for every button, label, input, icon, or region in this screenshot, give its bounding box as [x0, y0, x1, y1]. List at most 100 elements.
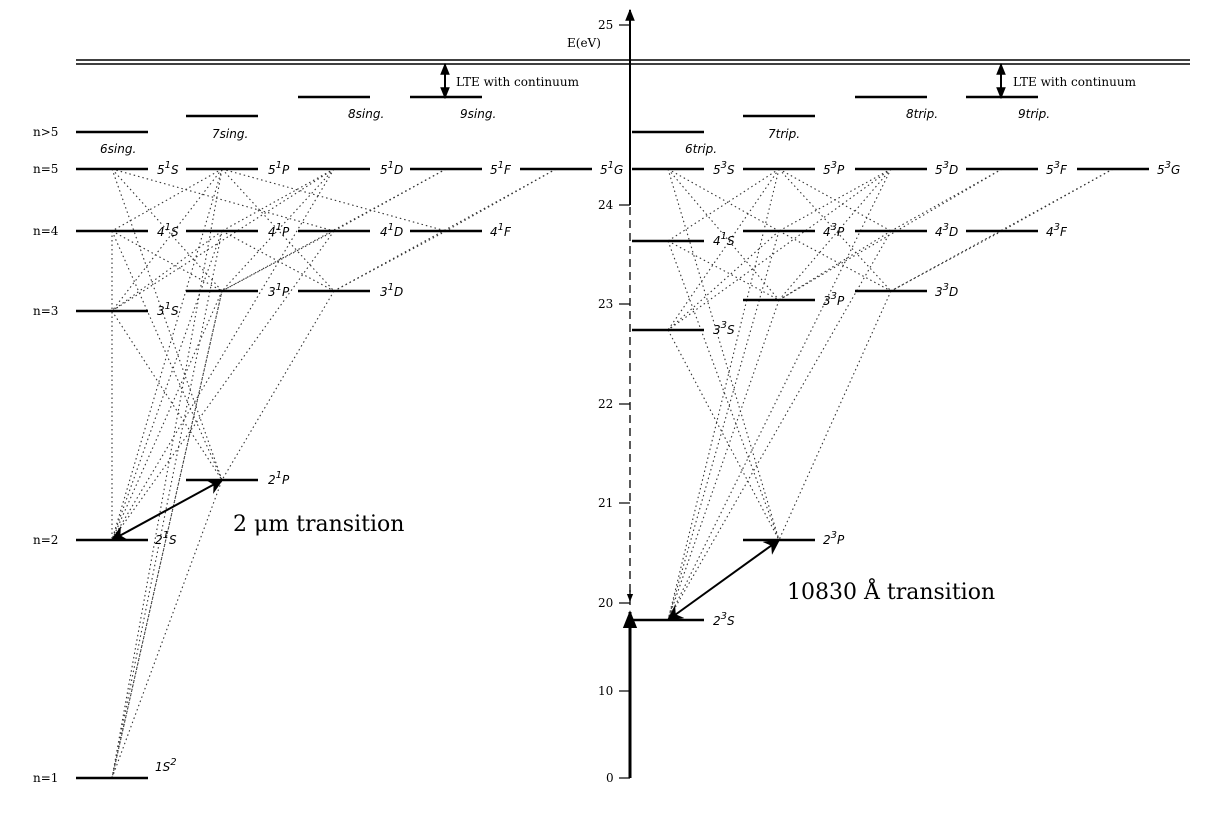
dotted-transition-line	[778, 168, 1003, 301]
lte-label-right: LTE with continuum	[1013, 75, 1137, 89]
dotted-transition-line	[667, 240, 780, 301]
triplet-levels	[632, 95, 1149, 622]
dotted-transition-line	[221, 168, 447, 232]
state-label-5_3D: 53D	[935, 160, 958, 177]
dotted-transition-line	[111, 168, 335, 312]
group-label-8trip: 8trip.	[906, 107, 938, 121]
state-label-2_1P: 21P	[268, 470, 290, 487]
dotted-transition-line	[111, 230, 223, 481]
dotted-transition-line	[778, 168, 892, 232]
dotted-transition-line	[111, 168, 335, 232]
state-label-5_3G: 53G	[1157, 160, 1180, 177]
group-label-6sing: 6sing.	[100, 142, 136, 156]
lte-label-left: LTE with continuum	[456, 75, 580, 89]
dotted-transition-line	[221, 168, 447, 292]
state-label-2_3S: 23S	[713, 611, 735, 628]
state-label-5_1P: 51P	[268, 160, 290, 177]
state-label-2_3P: 23P	[823, 530, 845, 547]
state-label-4_3S: 41S	[713, 231, 735, 248]
state-label-4_3F: 43F	[1046, 222, 1068, 239]
state-label-4_1S: 41S	[157, 222, 179, 239]
state-label-5_1S: 51S	[157, 160, 179, 177]
dotted-transition-line	[221, 290, 335, 481]
state-label-5_1G: 51G	[600, 160, 623, 177]
transition-arrow-singlet	[110, 479, 224, 541]
dotted-transition-line	[667, 168, 892, 621]
dotted-transition-line	[111, 230, 223, 541]
state-label-5_3F: 53F	[1046, 160, 1068, 177]
row-label-n4: n=4	[33, 224, 59, 238]
group-label-8sing: 8sing.	[348, 107, 384, 121]
tick-label-0: 0	[606, 771, 614, 785]
group-label-9trip: 9trip.	[1018, 107, 1050, 121]
singlet-levels	[76, 95, 592, 780]
dotted-transition-line	[667, 230, 780, 331]
axis-label: E(eV)	[567, 36, 601, 50]
dotted-transition-line	[111, 168, 223, 312]
dotted-transition-line	[778, 168, 892, 292]
state-label-4_1P: 41P	[268, 222, 290, 239]
state-label-5_3P: 53P	[823, 160, 845, 177]
dotted-transition-line	[667, 168, 780, 541]
dotted-transition-line	[778, 168, 892, 301]
tick-label-23: 23	[598, 297, 613, 311]
transition-label-singlet: 2 μm transition	[233, 512, 404, 537]
dotted-transition-line	[667, 168, 780, 232]
state-label-4_1D: 41D	[380, 222, 403, 239]
row-label-n5: n=5	[33, 162, 58, 176]
state-label-3_3D: 33D	[935, 282, 958, 299]
group-label-7sing: 7sing.	[212, 127, 248, 141]
dotted-transition-line	[778, 290, 892, 541]
dotted-transition-line	[667, 168, 892, 331]
group-label-6trip: 6trip.	[685, 142, 717, 156]
row-label-n3: n=3	[33, 304, 58, 318]
tick-label-21: 21	[598, 496, 613, 510]
dotted-transition-line	[111, 290, 223, 541]
transition-label-triplet: 10830 Å transition	[787, 577, 995, 605]
tick-label-22: 22	[598, 397, 613, 411]
dotted-transition-line	[221, 230, 335, 292]
dotted-transition-line	[667, 230, 780, 621]
dotted-transition-line	[111, 479, 223, 779]
dotted-transition-line	[890, 230, 1003, 292]
state-label-5_3S: 53S	[713, 160, 735, 177]
dotted-transition-line	[667, 299, 780, 621]
dotted-transition-line	[111, 168, 223, 232]
group-label-7trip: 7trip.	[768, 127, 800, 141]
state-label-3_1P: 31P	[268, 282, 290, 299]
tick-label-25: 25	[598, 18, 613, 32]
energy-axis	[619, 8, 638, 779]
transition-arrow-triplet	[666, 539, 781, 621]
state-label-3_1S: 31S	[157, 301, 179, 318]
row-label-n2: n=2	[33, 533, 58, 547]
tick-label-10: 10	[598, 684, 613, 698]
row-label-n1: n=1	[33, 771, 58, 785]
dotted-transition-line	[221, 168, 335, 292]
dotted-transition-line	[111, 230, 223, 292]
dotted-transition-line	[111, 168, 223, 481]
dotted-transition-line	[111, 230, 335, 541]
tick-label-20: 20	[598, 596, 613, 610]
dotted-transition-line	[221, 168, 335, 292]
row-label-n-gt-5: n>5	[33, 125, 58, 139]
state-label-3_3S: 33S	[713, 320, 735, 337]
state-label-1s2: 1S2	[155, 757, 177, 774]
state-label-4_3P: 43P	[823, 222, 845, 239]
state-label-3_3P: 33P	[823, 291, 845, 308]
dotted-transition-line	[111, 168, 223, 779]
dotted-transition-line	[111, 168, 223, 292]
state-label-5_1D: 51D	[380, 160, 403, 177]
dotted-transition-line	[667, 168, 780, 331]
dotted-transition-line	[111, 310, 223, 481]
state-label-5_1F: 51F	[490, 160, 512, 177]
state-labels: 1S2 21S 21P 31S 31P 31D 41S 41P 41D 41F 51S 51P 51D 5…	[155, 160, 1180, 774]
dotted-transition-line	[111, 230, 223, 779]
state-label-4_1F: 41F	[490, 222, 512, 239]
dotted-transition-line	[221, 168, 335, 232]
dotted-transition-line	[111, 230, 223, 312]
dotted-transition-line	[778, 230, 892, 292]
state-label-2_1S: 21S	[155, 530, 177, 547]
tick-label-24: 24	[598, 198, 614, 212]
dotted-transition-line	[890, 168, 1003, 232]
